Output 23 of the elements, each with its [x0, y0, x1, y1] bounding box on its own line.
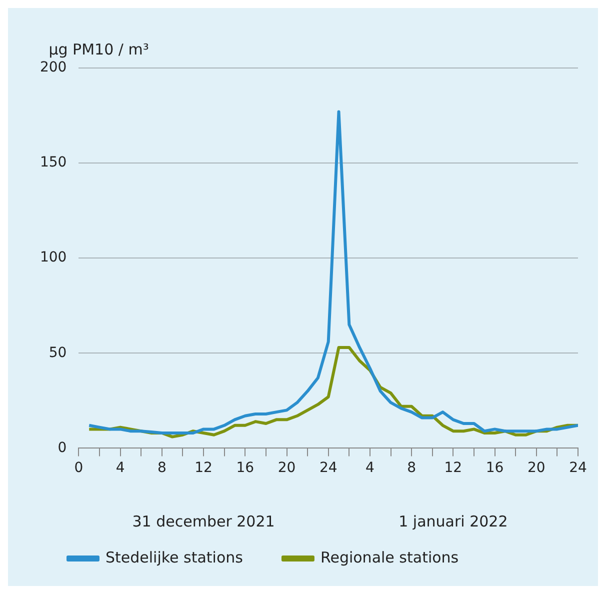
y-tick-label: 100: [40, 250, 67, 266]
x-tick-label: 12: [194, 460, 212, 476]
x-tick-label: 12: [444, 460, 462, 476]
x-tick-label: 4: [366, 460, 375, 476]
y-tick-label: 200: [40, 60, 67, 76]
x-tick-label: 8: [407, 460, 416, 476]
x-tick-label: 24: [569, 460, 587, 476]
legend-label: Regionale stations: [320, 548, 459, 566]
x-tick-label: 20: [278, 460, 296, 476]
x-tick-label: 8: [157, 460, 166, 476]
x-tick-label: 24: [319, 460, 338, 476]
y-axis-title: µg PM10 / m³: [48, 40, 149, 58]
x-tick-label: 4: [116, 460, 125, 476]
y-tick-label: 150: [40, 154, 67, 171]
x-tick-label: 20: [527, 460, 546, 476]
legend-label: Stedelijke stations: [106, 548, 244, 566]
x-tick-label: 16: [236, 460, 254, 476]
x-tick-label: 0: [74, 460, 84, 476]
text: 31 december 2021: [132, 512, 275, 530]
y-tick-label: 50: [48, 344, 67, 361]
text: 1 januari 2022: [398, 512, 508, 530]
x-tick-label: 16: [486, 460, 504, 476]
y-tick-label: 0: [58, 440, 67, 456]
